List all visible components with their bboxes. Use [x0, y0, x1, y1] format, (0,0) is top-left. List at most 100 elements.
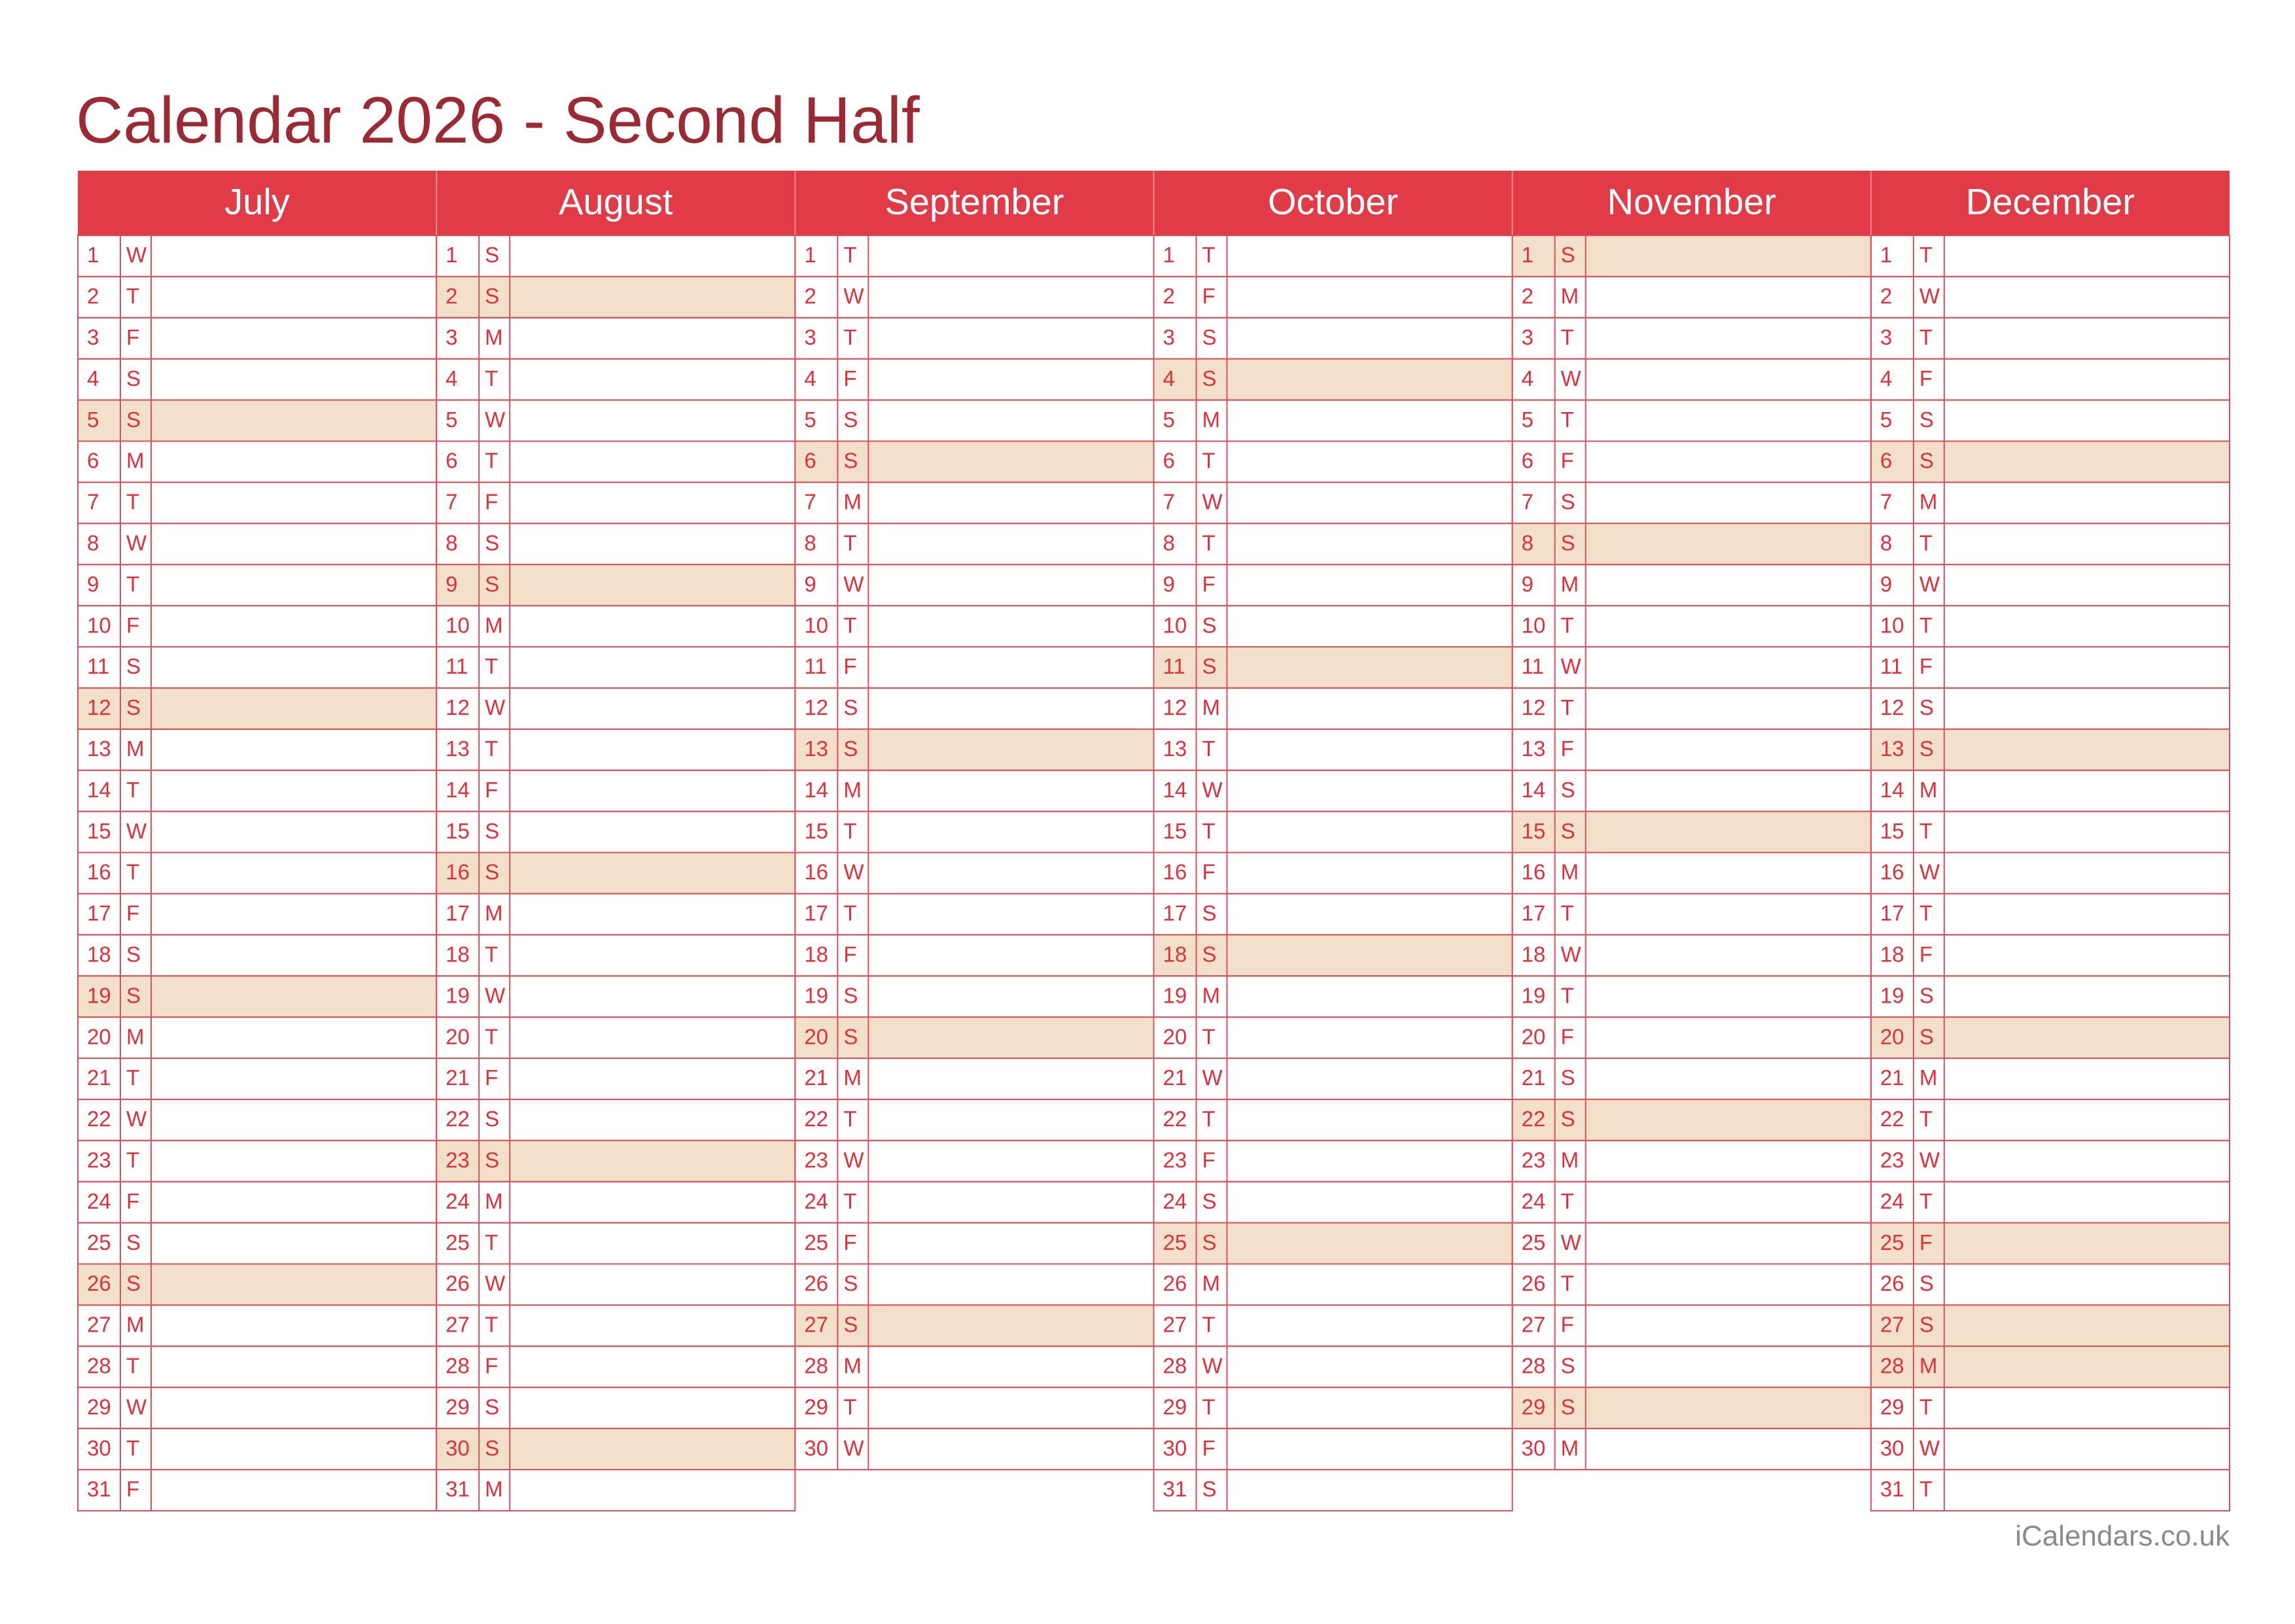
month-name: September: [885, 181, 1064, 222]
day-number: 21: [446, 1065, 470, 1090]
day-number: 9: [1880, 572, 1892, 596]
day-number: 26: [1163, 1271, 1187, 1296]
day-number: 12: [1880, 695, 1904, 719]
shaded-day: [436, 852, 796, 894]
weekday: M: [843, 490, 862, 514]
weekday: F: [1561, 449, 1574, 473]
shaded-day: [78, 976, 437, 1018]
day-row: [1870, 1469, 2230, 1512]
weekday: S: [1202, 613, 1217, 637]
weekday: S: [1919, 1313, 1934, 1337]
day-number: 17: [87, 901, 111, 925]
day-number: 31: [87, 1477, 111, 1501]
day-number: 1: [804, 243, 816, 267]
weekday: T: [126, 860, 139, 884]
day-number: 28: [446, 1353, 470, 1377]
weekday: T: [1202, 736, 1216, 761]
weekday: F: [1202, 572, 1216, 596]
day-number: 4: [1880, 366, 1892, 390]
day-number: 25: [87, 1230, 111, 1254]
day-number: 27: [1163, 1313, 1187, 1337]
weekday: S: [1919, 407, 1934, 432]
weekday: M: [843, 778, 862, 802]
weekday: T: [843, 243, 856, 267]
weekday: M: [126, 449, 145, 473]
day-number: 28: [804, 1353, 828, 1377]
day-number: 7: [446, 490, 457, 514]
day-number: 24: [1163, 1189, 1187, 1213]
weekday: M: [1202, 407, 1221, 432]
weekday: T: [126, 1436, 139, 1460]
shaded-day: [795, 729, 1154, 770]
day-number: 4: [87, 366, 99, 390]
day-number: 1: [446, 243, 457, 267]
day-number: 16: [446, 860, 470, 884]
shaded-day: [436, 1140, 796, 1182]
weekday: T: [126, 490, 139, 514]
day-number: 17: [446, 901, 470, 925]
day-number: 6: [87, 449, 99, 473]
weekday: S: [485, 1107, 499, 1131]
month-header: [436, 171, 796, 235]
day-number: 23: [87, 1148, 111, 1172]
weekday: T: [126, 572, 139, 596]
weekday: M: [1561, 572, 1579, 596]
day-number: 15: [804, 819, 828, 843]
day-number: 31: [446, 1477, 470, 1501]
day-number: 3: [1163, 325, 1175, 349]
day-number: 17: [1880, 901, 1904, 925]
weekday: W: [126, 530, 147, 555]
weekday: F: [1919, 942, 1933, 966]
day-number: 8: [446, 530, 457, 555]
day-number: 12: [87, 695, 111, 719]
day-number: 15: [1522, 819, 1546, 843]
weekday: F: [485, 1065, 498, 1090]
day-number: 17: [1522, 901, 1546, 925]
day-number: 18: [804, 942, 828, 966]
day-number: 24: [804, 1189, 828, 1213]
weekday: T: [126, 1353, 139, 1377]
day-number: 18: [1163, 942, 1187, 966]
weekday: S: [485, 243, 499, 267]
weekday: T: [1202, 1394, 1216, 1419]
shaded-day: [1512, 1099, 1871, 1141]
day-number: 24: [446, 1189, 470, 1213]
weekday: W: [843, 1148, 864, 1172]
weekday: M: [1561, 860, 1579, 884]
day-number: 5: [804, 407, 816, 432]
day-number: 16: [1880, 860, 1904, 884]
weekday: M: [1561, 284, 1579, 308]
day-number: 15: [1880, 819, 1904, 843]
weekday: T: [126, 1065, 139, 1090]
day-number: 8: [804, 530, 816, 555]
day-number: 19: [1880, 983, 1904, 1007]
weekday: M: [485, 325, 503, 349]
shaded-day: [1870, 1017, 2230, 1058]
day-number: 3: [804, 325, 816, 349]
day-number: 8: [1522, 530, 1533, 555]
day-number: 21: [87, 1065, 111, 1090]
weekday: T: [1202, 243, 1216, 267]
shaded-day: [1512, 1387, 1871, 1429]
weekday: S: [843, 449, 858, 473]
day-number: 19: [87, 983, 111, 1007]
day-number: 4: [1163, 366, 1175, 390]
weekday: W: [843, 1436, 864, 1460]
day-number: 1: [87, 243, 99, 267]
weekday: S: [1202, 366, 1217, 390]
shaded-day: [436, 1428, 796, 1470]
day-number: 28: [1163, 1353, 1187, 1377]
day-number: 10: [804, 613, 828, 637]
weekday: W: [1561, 1230, 1582, 1254]
weekday: M: [1919, 1065, 1938, 1090]
weekday: F: [1202, 860, 1216, 884]
day-number: 11: [1163, 654, 1185, 678]
day-number: 2: [1522, 284, 1533, 308]
day-number: 14: [1163, 778, 1187, 802]
day-number: 15: [446, 819, 470, 843]
weekday: T: [1919, 530, 1933, 555]
weekday: F: [126, 1189, 139, 1213]
weekday: W: [485, 407, 506, 432]
weekday: T: [1919, 1189, 1933, 1213]
